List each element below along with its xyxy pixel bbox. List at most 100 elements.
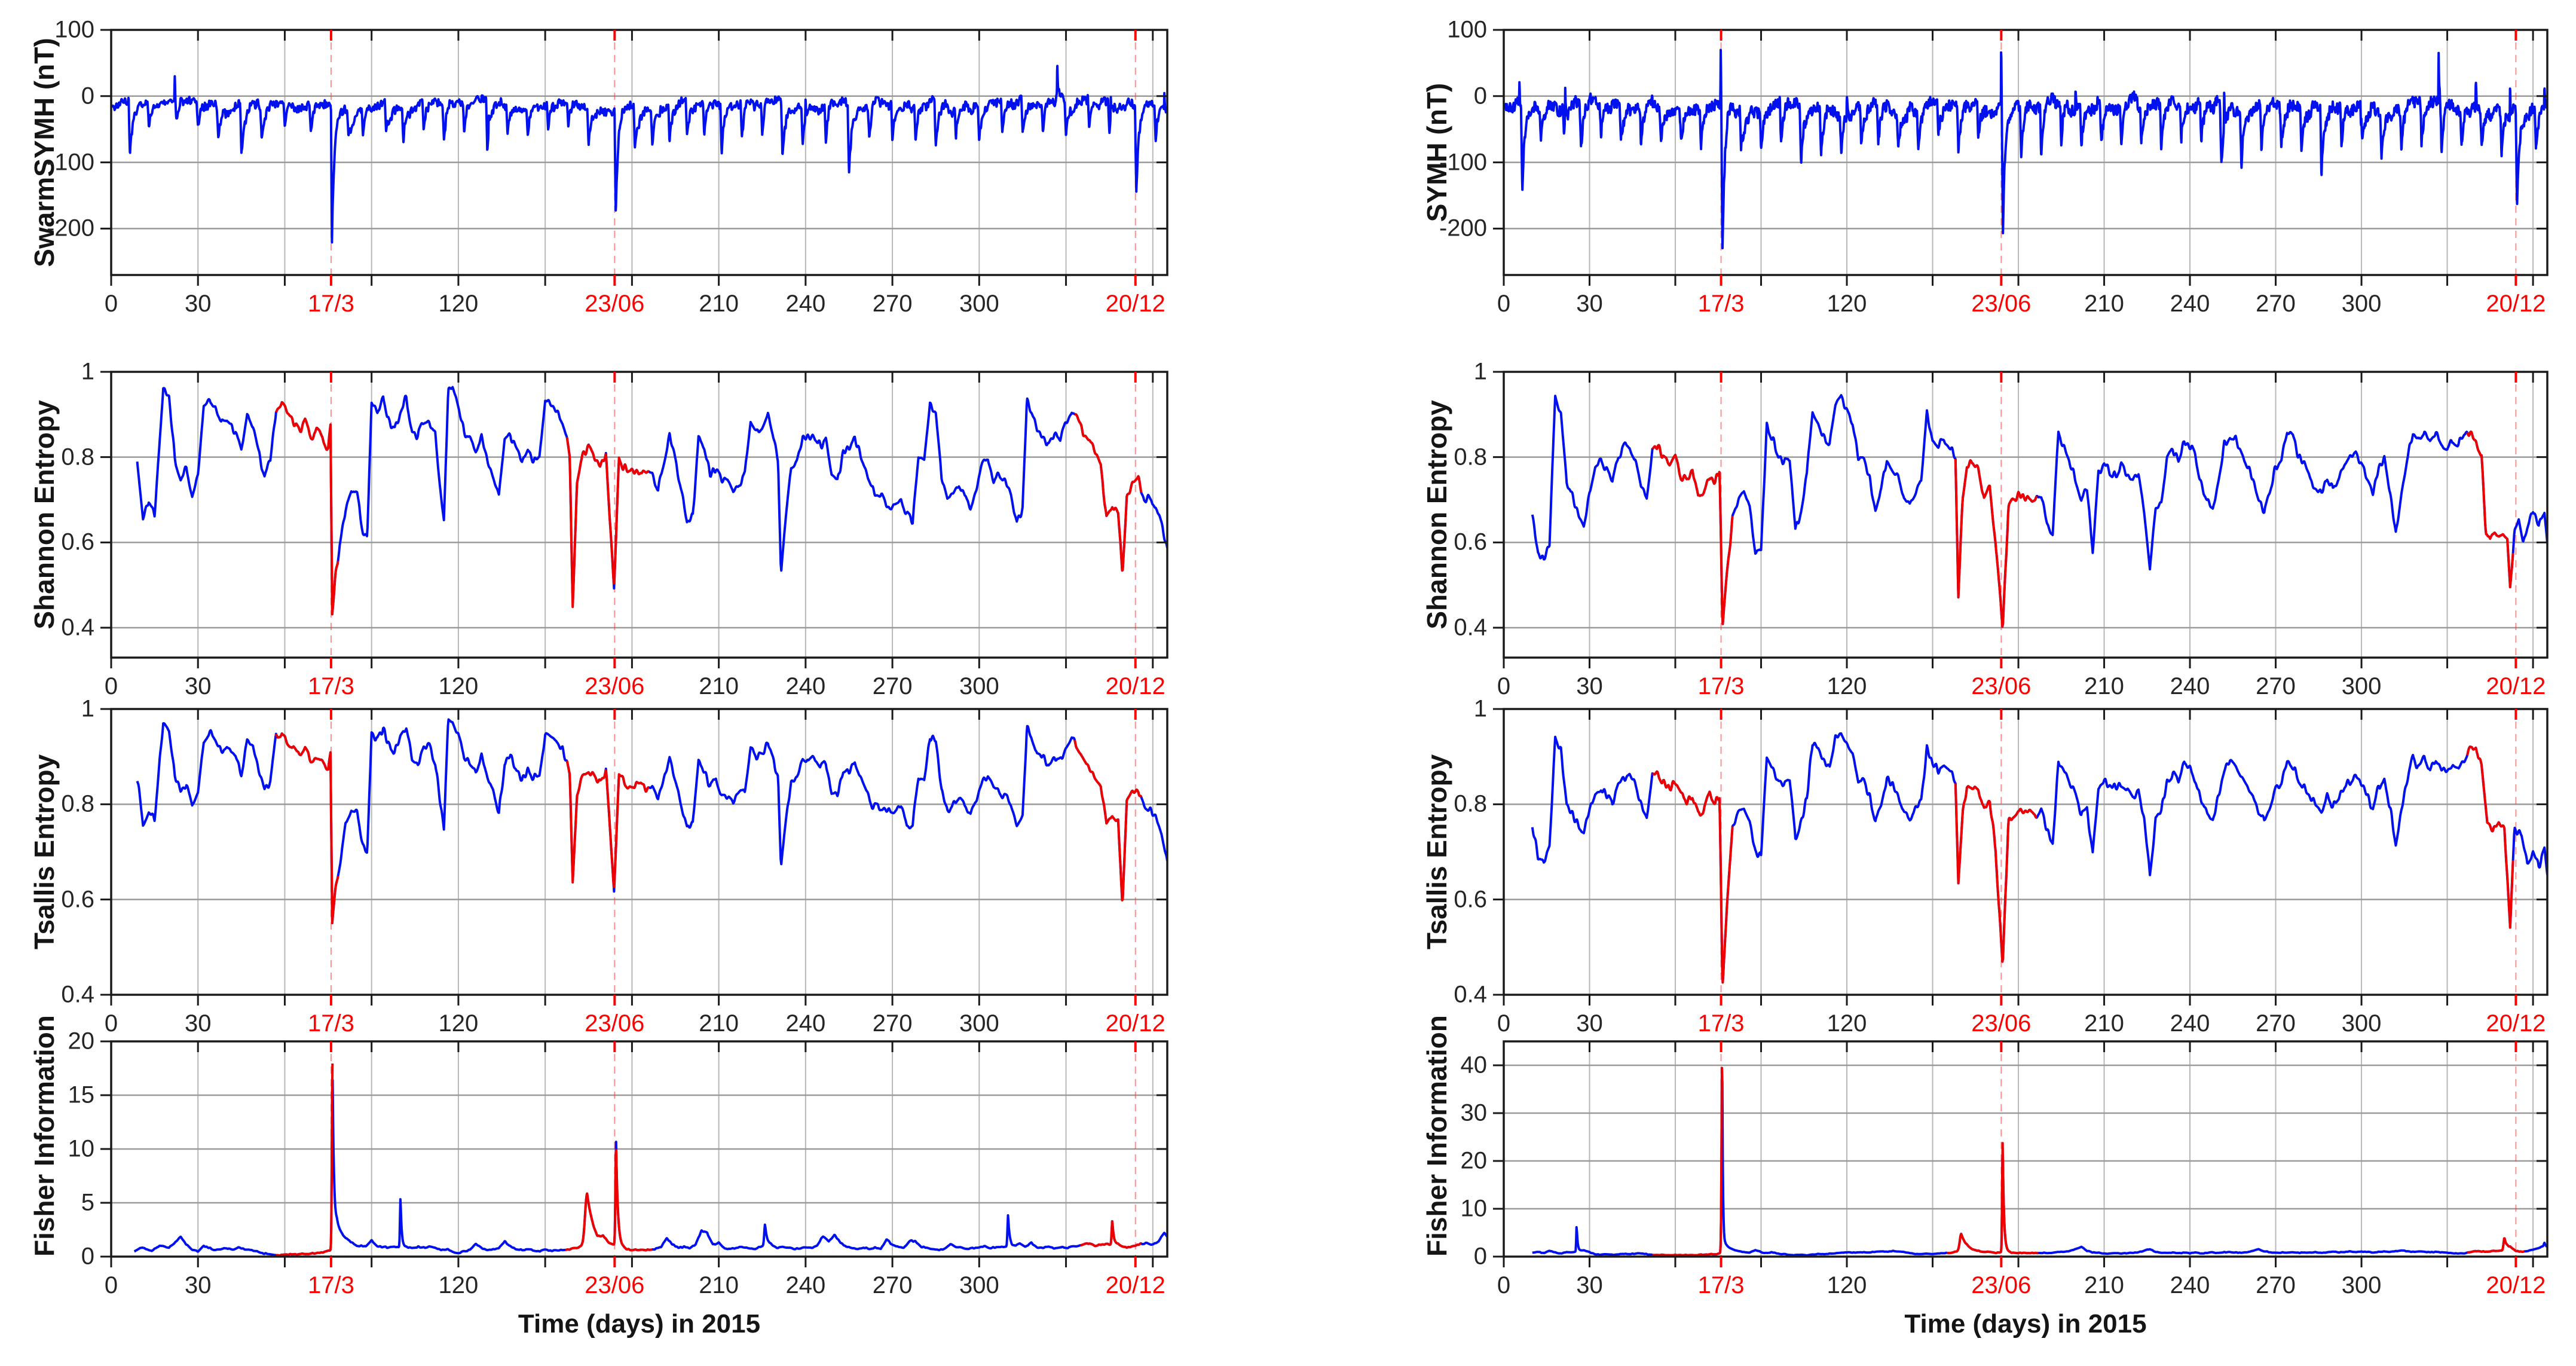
y-tick-label: 1 — [1473, 358, 1487, 385]
y-tick-label: 0.6 — [61, 528, 94, 555]
y-tick-label: -200 — [1439, 215, 1487, 242]
y-tick-label: 0.6 — [1454, 886, 1487, 913]
chart-canvas-shannon-left — [100, 371, 1168, 668]
x-tick-label: 30 — [184, 1272, 212, 1298]
chart-canvas-fisher-right — [1493, 1040, 2549, 1267]
y-tick-label: 0.8 — [61, 444, 94, 470]
y-tick-label: 0.4 — [1454, 981, 1487, 1008]
x-tick-label: 17/3 — [307, 1010, 354, 1037]
chart-canvas-tsallis-left — [100, 708, 1168, 1006]
x-tick-label: 270 — [2256, 291, 2296, 317]
y-tick-label: 0 — [81, 82, 94, 109]
x-tick-label: 0 — [1497, 1010, 1511, 1037]
x-tick-label: 300 — [959, 1010, 999, 1037]
x-tick-label: 300 — [2341, 291, 2382, 317]
x-tick-label: 30 — [1576, 1010, 1603, 1037]
x-tick-label: 240 — [2170, 673, 2210, 699]
y-tick-label: 0.4 — [61, 981, 94, 1008]
x-tick-label: 0 — [104, 673, 118, 699]
panel-shannon-entropy-right — [1493, 371, 2549, 668]
panel-tsallis-entropy-right — [1493, 708, 2549, 1006]
x-tick-label: 23/06 — [585, 291, 645, 317]
y-tick-label: 20 — [68, 1028, 95, 1055]
chart-canvas-symh — [1493, 29, 2549, 286]
x-tick-label: 30 — [1576, 673, 1603, 699]
x-tick-label: 300 — [959, 1272, 999, 1298]
x-tick-label: 270 — [872, 673, 913, 699]
x-tick-label: 17/3 — [307, 291, 354, 317]
x-tick-label: 210 — [699, 1272, 739, 1298]
x-tick-label: 20/12 — [2486, 291, 2546, 317]
y-tick-label: 0.8 — [1454, 790, 1487, 817]
x-tick-label: 120 — [1827, 1010, 1867, 1037]
x-tick-label: 210 — [2084, 1272, 2124, 1298]
y-tick-label: -200 — [46, 215, 94, 242]
x-tick-label: 300 — [2341, 1272, 2382, 1298]
y-tick-label: 100 — [54, 16, 94, 43]
x-tick-label: 17/3 — [307, 1272, 354, 1298]
x-tick-label: 300 — [2341, 673, 2382, 699]
x-tick-label: 0 — [1497, 1272, 1511, 1298]
x-tick-label: 120 — [1827, 1272, 1867, 1298]
x-tick-label: 30 — [184, 1010, 212, 1037]
x-tick-label: 240 — [2170, 291, 2210, 317]
x-tick-label: 30 — [1576, 291, 1603, 317]
x-tick-label: 120 — [438, 1272, 479, 1298]
y-tick-label: 10 — [1460, 1195, 1488, 1222]
x-tick-label: 17/3 — [1697, 673, 1745, 699]
y-tick-label: 0.6 — [61, 886, 94, 913]
panel-fisher-information-right — [1493, 1040, 2549, 1267]
x-tick-label: 20/12 — [1105, 673, 1165, 699]
chart-canvas-fisher-left — [100, 1040, 1168, 1267]
y-tick-label: 0.8 — [1454, 444, 1487, 470]
x-tick-label: 240 — [785, 1010, 826, 1037]
y-tick-label: 10 — [68, 1135, 95, 1162]
x-tick-label: 120 — [1827, 673, 1867, 699]
y-tick-label: 5 — [81, 1189, 94, 1216]
x-tick-label: 210 — [2084, 1010, 2124, 1037]
y-tick-label: 40 — [1460, 1052, 1488, 1078]
x-tick-label: 0 — [104, 291, 118, 317]
x-tick-label: 17/3 — [1697, 291, 1745, 317]
y-tick-label: 0.6 — [1454, 528, 1487, 555]
y-tick-label: 0 — [81, 1243, 94, 1270]
panel-shannon-entropy-left — [100, 371, 1168, 668]
x-tick-label: 270 — [2256, 1272, 2296, 1298]
x-tick-label: 17/3 — [1697, 1272, 1745, 1298]
x-tick-label: 20/12 — [1105, 1272, 1165, 1298]
x-tick-label: 23/06 — [585, 673, 645, 699]
x-tick-label: 270 — [872, 1010, 913, 1037]
y-tick-label: 1 — [81, 358, 94, 385]
y-axis-label-tsallis-left: Tsallis Entropy — [29, 754, 60, 950]
x-tick-label: 20/12 — [2486, 1272, 2546, 1298]
y-tick-label: 100 — [1447, 16, 1487, 43]
x-tick-label: 120 — [438, 291, 479, 317]
y-axis-label-shannon-left: Shannon Entropy — [29, 400, 60, 629]
x-tick-label: 270 — [872, 291, 913, 317]
chart-canvas-shannon-right — [1493, 371, 2549, 668]
x-tick-label: 23/06 — [1971, 1272, 2032, 1298]
y-tick-label: 1 — [81, 695, 94, 722]
x-tick-label: 120 — [1827, 291, 1867, 317]
y-tick-label: 20 — [1460, 1147, 1488, 1174]
x-tick-label: 270 — [872, 1272, 913, 1298]
y-tick-label: -100 — [1439, 149, 1487, 176]
x-tick-label: 30 — [1576, 1272, 1603, 1298]
x-tick-label: 240 — [785, 673, 826, 699]
x-tick-label: 300 — [959, 291, 999, 317]
x-tick-label: 0 — [1497, 673, 1511, 699]
x-tick-label: 270 — [2256, 673, 2296, 699]
x-tick-label: 240 — [2170, 1272, 2210, 1298]
y-tick-label: 0.4 — [1454, 614, 1487, 641]
panel-symh — [1493, 29, 2549, 286]
y-tick-label: 0.8 — [61, 790, 94, 817]
x-axis-title-right: Time (days) in 2015 — [1904, 1309, 2147, 1339]
x-tick-label: 240 — [785, 291, 826, 317]
x-tick-label: 17/3 — [1697, 1010, 1745, 1037]
x-tick-label: 270 — [2256, 1010, 2296, 1037]
x-tick-label: 300 — [2341, 1010, 2382, 1037]
x-tick-label: 23/06 — [1971, 1010, 2032, 1037]
panel-fisher-information-left — [100, 1040, 1168, 1267]
panel-tsallis-entropy-left — [100, 708, 1168, 1006]
